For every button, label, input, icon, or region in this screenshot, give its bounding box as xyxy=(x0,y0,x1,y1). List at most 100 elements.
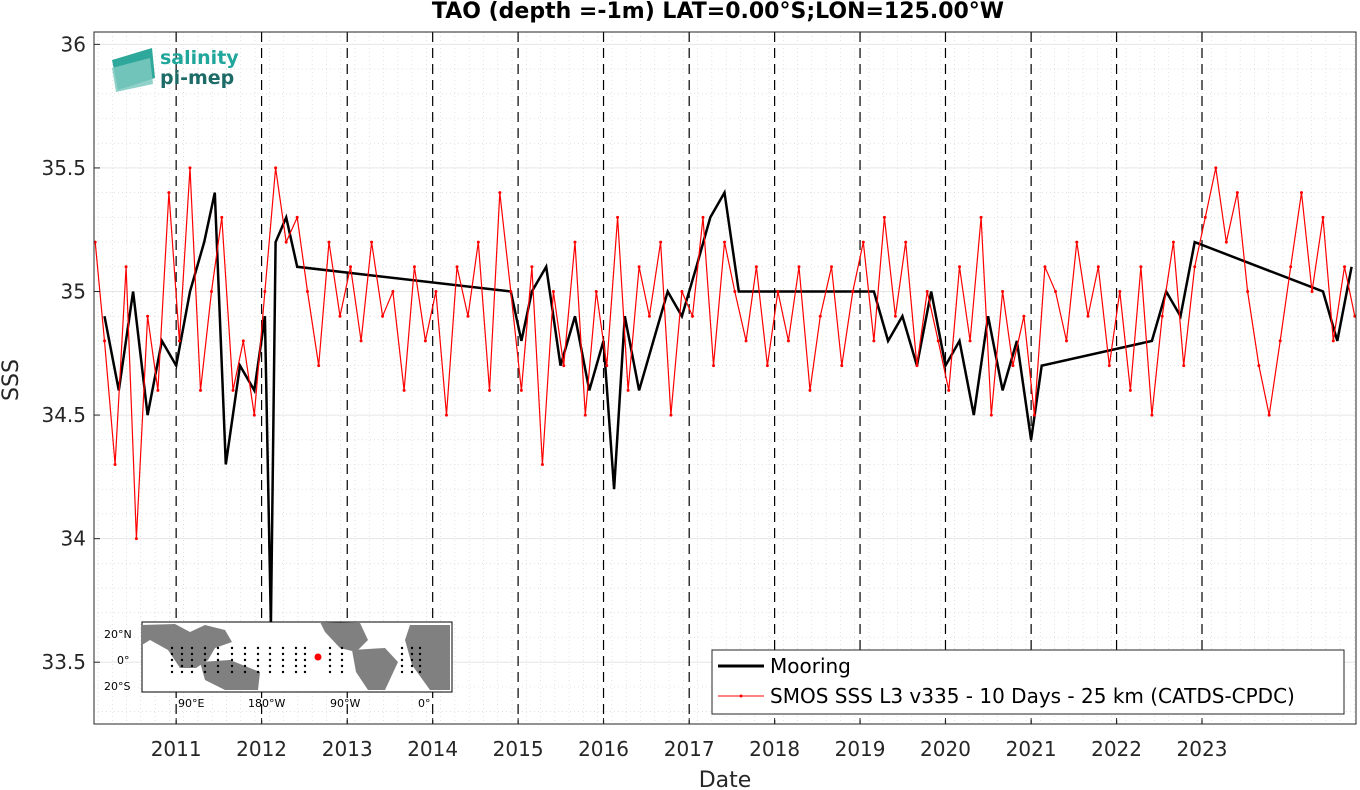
smos-point xyxy=(295,215,299,219)
inset-lon-0: 0° xyxy=(418,697,431,710)
smos-point xyxy=(1278,339,1282,343)
array-dot xyxy=(400,664,404,668)
inset-lon-90w: 90°W xyxy=(330,697,360,710)
smos-point xyxy=(1086,314,1090,318)
mooring-location-marker xyxy=(314,653,322,661)
smos-point xyxy=(1032,413,1036,417)
smos-point xyxy=(765,364,769,368)
array-dot xyxy=(340,646,344,650)
smos-point xyxy=(146,314,150,318)
smos-point xyxy=(1128,388,1132,392)
smos-point xyxy=(327,240,331,244)
smos-point xyxy=(776,290,780,293)
smos-point xyxy=(1118,290,1122,293)
array-dot xyxy=(230,646,234,650)
smos-point xyxy=(1171,240,1175,244)
smos-point xyxy=(359,339,363,343)
smos-point xyxy=(381,314,385,318)
array-dot xyxy=(340,670,344,674)
array-dot xyxy=(294,652,298,656)
x-tick-label: 2017 xyxy=(664,737,715,761)
smos-point xyxy=(958,265,962,269)
array-dot xyxy=(340,664,344,668)
array-dot xyxy=(180,664,184,668)
smos-point xyxy=(198,388,202,392)
smos-point xyxy=(712,364,716,368)
array-dot xyxy=(203,652,207,656)
array-dot xyxy=(340,652,344,656)
array-dot xyxy=(180,646,184,650)
legend: Mooring SMOS SSS L3 v335 - 10 Days - 25 … xyxy=(711,649,1345,715)
array-dot xyxy=(418,664,422,668)
smos-point xyxy=(1224,240,1228,244)
array-dot xyxy=(190,658,194,662)
inset-lon-180w: 180°W xyxy=(248,697,285,710)
smos-point xyxy=(134,537,138,541)
smos-point xyxy=(1257,364,1261,368)
array-dot xyxy=(216,658,220,662)
array-dot xyxy=(340,658,344,662)
smos-point xyxy=(444,413,448,417)
smos-point xyxy=(626,388,630,392)
array-dot xyxy=(400,646,404,650)
mooring-array-dots xyxy=(170,646,422,674)
x-tick-label: 2014 xyxy=(407,737,458,761)
smos-point xyxy=(904,240,908,244)
smos-point xyxy=(391,290,395,293)
array-dot xyxy=(243,652,247,656)
array-dot xyxy=(216,670,220,674)
array-dot xyxy=(281,652,285,656)
y-tick-label: 36 xyxy=(61,32,86,56)
smos-point xyxy=(1107,364,1111,368)
smos-point xyxy=(209,290,213,293)
array-dot xyxy=(256,658,260,662)
x-tick-label: 2015 xyxy=(493,737,544,761)
smos-point xyxy=(476,240,480,244)
x-tick-label: 2019 xyxy=(835,737,886,761)
smos-point xyxy=(188,166,192,170)
smos-point xyxy=(402,388,406,392)
array-dot xyxy=(400,670,404,674)
smos-point xyxy=(317,364,321,368)
smos-point xyxy=(113,463,117,466)
x-axis-label: Date xyxy=(699,768,752,790)
smos-point xyxy=(851,290,855,293)
plot-frame xyxy=(93,31,1357,725)
array-dot xyxy=(268,658,272,662)
smos-point xyxy=(840,364,844,368)
smos-point xyxy=(893,314,897,318)
array-dot xyxy=(170,658,174,662)
array-dot xyxy=(268,664,272,668)
smos-point xyxy=(573,240,577,244)
array-dot xyxy=(243,646,247,650)
smos-point xyxy=(797,265,801,269)
smos-point xyxy=(882,215,886,219)
smos-point xyxy=(1001,290,1005,293)
logo-line-2: pi-mep xyxy=(160,67,234,89)
smos-point xyxy=(241,339,245,343)
legend-label-smos: SMOS SSS L3 v335 - 10 Days - 25 km (CATD… xyxy=(770,684,1295,708)
inset-lat-0: 0° xyxy=(117,654,130,667)
smos-point xyxy=(1096,265,1100,269)
smos-point xyxy=(1160,314,1164,318)
smos-point xyxy=(723,240,727,244)
array-dot xyxy=(243,658,247,662)
array-dot xyxy=(294,664,298,668)
array-dot xyxy=(203,646,207,650)
smos-point xyxy=(434,290,438,293)
x-tick-label: 2021 xyxy=(1006,737,1057,761)
array-dot xyxy=(281,664,285,668)
array-dot xyxy=(180,658,184,662)
plot-area xyxy=(94,32,1356,724)
array-dot xyxy=(170,652,174,656)
array-dot xyxy=(243,664,247,668)
array-dot xyxy=(268,652,272,656)
series-layer xyxy=(93,166,1357,626)
smos-point xyxy=(979,215,983,219)
array-dot xyxy=(400,658,404,662)
smos-point xyxy=(305,290,309,293)
array-dot xyxy=(170,670,174,674)
smos-point xyxy=(925,290,929,293)
array-dot xyxy=(281,646,285,650)
smos-point xyxy=(124,265,128,269)
